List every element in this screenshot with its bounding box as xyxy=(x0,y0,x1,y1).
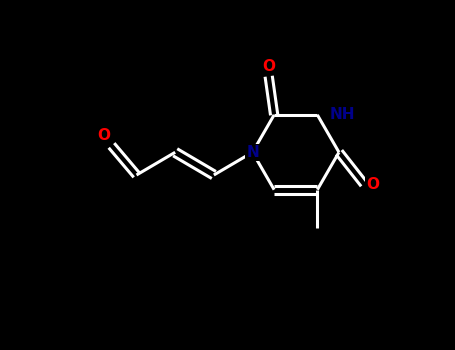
Text: NH: NH xyxy=(330,107,356,122)
Text: O: O xyxy=(97,128,110,143)
Text: O: O xyxy=(367,177,379,191)
Text: O: O xyxy=(262,59,275,74)
Text: N: N xyxy=(246,145,259,160)
